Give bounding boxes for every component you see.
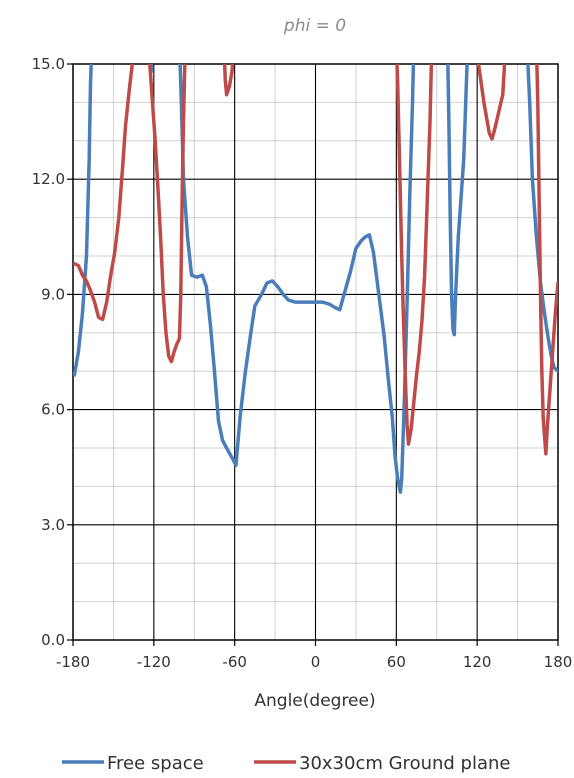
- series-line-1: [73, 64, 558, 456]
- series-layer: [73, 64, 558, 494]
- chart-title: phi = 0: [283, 16, 346, 36]
- x-tick-label: -120: [137, 653, 171, 671]
- legend-label-free-space: Free space: [107, 753, 204, 774]
- legend-label-ground-plane: 30x30cm Ground plane: [299, 753, 510, 774]
- major-gridlines: [73, 64, 558, 640]
- y-tick-label: 15.0: [32, 55, 65, 73]
- x-tick-label: -180: [56, 653, 90, 671]
- x-tick-label: -60: [222, 653, 247, 671]
- x-axis-tick-labels: -180 -120 -60 0 60 120 180: [56, 640, 572, 671]
- legend: Free space 30x30cm Ground plane: [62, 753, 510, 774]
- x-tick-label: 0: [311, 653, 321, 671]
- y-tick-label: 6.0: [41, 401, 65, 419]
- y-tick-label: 3.0: [41, 516, 65, 534]
- y-axis-tick-labels: 0.0 3.0 6.0 9.0 12.0 15.0: [32, 55, 73, 649]
- x-tick-label: 60: [387, 653, 406, 671]
- x-tick-label: 120: [463, 653, 492, 671]
- y-tick-label: 12.0: [32, 170, 65, 188]
- y-tick-label: 0.0: [41, 631, 65, 649]
- x-tick-label: 180: [544, 653, 573, 671]
- series-line-0: [73, 64, 558, 494]
- x-axis-title: Angle(degree): [254, 691, 375, 711]
- y-tick-label: 9.0: [41, 285, 65, 303]
